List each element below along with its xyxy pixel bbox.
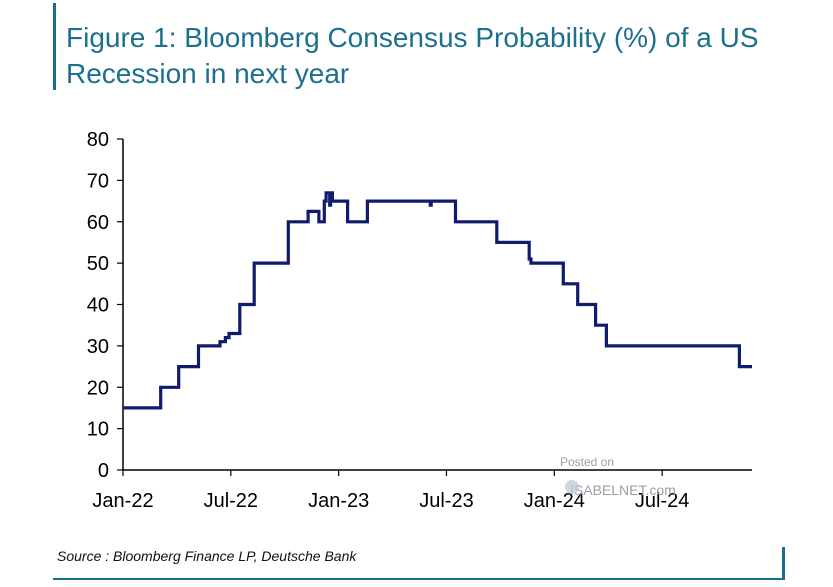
y-tick-label: 30 xyxy=(87,336,109,358)
watermark: Posted on ISABELNET.com xyxy=(560,455,676,497)
footer-accent-bar xyxy=(782,547,785,580)
x-tick-label: Jan-23 xyxy=(308,490,369,512)
x-tick-label: Jan-24 xyxy=(524,490,585,512)
y-tick-label: 10 xyxy=(87,419,109,441)
footer-rule xyxy=(53,578,785,580)
y-tick-label: 20 xyxy=(87,377,109,399)
chart-title: Figure 1: Bloomberg Consensus Probabilit… xyxy=(66,22,759,89)
x-tick-label: Jul-23 xyxy=(419,490,473,512)
x-axis-ticks: Jan-22 Jul-22 Jan-23 Jul-23 Jan-24 Jul-24 xyxy=(92,470,689,512)
watermark-globe-icon xyxy=(565,480,579,494)
x-tick-label: Jul-22 xyxy=(204,490,258,512)
x-tick-label: Jan-22 xyxy=(92,490,153,512)
y-tick-label: 0 xyxy=(98,460,109,482)
y-axis-ticks: 0 10 20 30 40 50 60 70 80 xyxy=(87,129,123,482)
y-tick-label: 40 xyxy=(87,295,109,317)
y-tick-label: 50 xyxy=(87,253,109,275)
y-tick-label: 70 xyxy=(87,170,109,192)
y-tick-label: 60 xyxy=(87,212,109,234)
axes xyxy=(122,139,752,471)
source-note: Source : Bloomberg Finance LP, Deutsche … xyxy=(57,548,357,564)
title-accent-bar xyxy=(53,3,56,90)
x-tick-label: Jul-24 xyxy=(635,490,689,512)
watermark-site: ISABELNET.com xyxy=(570,482,676,498)
y-tick-label: 80 xyxy=(87,129,109,151)
series-line-recession-probability xyxy=(123,191,752,410)
watermark-posted: Posted on xyxy=(560,455,615,469)
